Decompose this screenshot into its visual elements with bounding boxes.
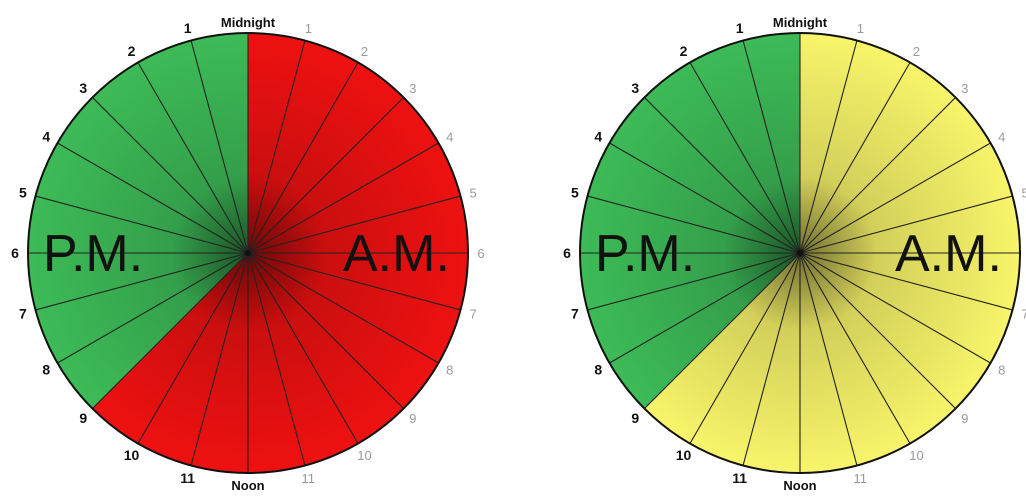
hour-spoke (644, 97, 801, 254)
hour-spoke (247, 252, 404, 409)
hour-spoke (137, 252, 249, 444)
hour-spoke (247, 142, 439, 254)
hour-spoke (799, 142, 991, 254)
am-hour-label: 8 (446, 363, 453, 378)
hour-spoke (247, 252, 306, 466)
am-hour-label: 7 (469, 306, 476, 321)
clock-diagram-1: 12345678910111234567891011MidnightNoonA.… (11, 15, 485, 493)
am-hour-label: 3 (409, 81, 416, 96)
pm-hour-label: 9 (631, 410, 639, 426)
hour-spoke (35, 195, 249, 254)
pm-hour-label: 7 (571, 305, 579, 321)
pm-hour-label: 11 (180, 470, 195, 486)
pm-hour-label: 4 (594, 129, 602, 145)
hour-spoke (247, 252, 461, 311)
am-hour-label: 7 (1021, 306, 1026, 321)
pm-hour-label: 2 (680, 43, 688, 59)
center-hub (797, 250, 803, 256)
hour-spoke (799, 195, 1013, 254)
pm-hour-label: 10 (676, 447, 692, 463)
pm-hour-label: 8 (594, 362, 602, 378)
am-hour-label: 1 (857, 21, 864, 36)
pm-hour-label: 4 (42, 129, 50, 145)
pm-hour-label: 9 (79, 410, 87, 426)
pm-hour-label: 1 (736, 20, 744, 36)
am-hour-label: 11 (302, 471, 316, 486)
am-hour-label: 10 (909, 448, 923, 463)
am-hour-label: 5 (1021, 186, 1026, 201)
am-hour-label: 11 (854, 471, 868, 486)
hour-spoke (247, 195, 461, 254)
am-hour-label: 2 (361, 44, 368, 59)
hour-spoke (247, 40, 306, 254)
hour-spoke (799, 252, 991, 364)
hour-spoke (92, 97, 249, 254)
hour-spoke (644, 252, 801, 409)
hour-spoke (92, 252, 249, 409)
hour-spoke (587, 252, 801, 311)
clock-diagram-2: 12345678910111234567891011MidnightNoonA.… (563, 15, 1026, 493)
am-hour-label: 6 (477, 246, 484, 261)
am-hour-label: 1 (305, 21, 312, 36)
pm-hour-label: 1 (184, 20, 192, 36)
pm-hour-label: 2 (128, 43, 136, 59)
hour-spoke (609, 142, 801, 254)
clock-outline (27, 32, 469, 474)
hour-spoke (799, 97, 956, 254)
am-hour-label: 10 (357, 448, 371, 463)
midnight-label: Midnight (773, 15, 828, 30)
hour-spoke (190, 252, 249, 466)
hour-spoke (799, 62, 911, 254)
am-hour-label: 2 (913, 44, 920, 59)
pm-label: P.M. (43, 225, 143, 283)
pm-hour-label: 5 (571, 185, 579, 201)
pm-hour-label: 8 (42, 362, 50, 378)
am-label: A.M. (343, 225, 450, 283)
hour-spoke (57, 252, 249, 364)
midnight-label: Midnight (221, 15, 276, 30)
hour-spoke (35, 252, 249, 311)
am-hour-label: 9 (409, 411, 416, 426)
hour-spoke (587, 195, 801, 254)
am-hour-label: 3 (961, 81, 968, 96)
am-hour-label: 4 (446, 130, 453, 145)
pm-hour-label: 5 (19, 185, 27, 201)
am-hour-label: 9 (961, 411, 968, 426)
hour-spoke (247, 252, 359, 444)
pm-hour-label: 3 (79, 80, 87, 96)
center-hub (245, 250, 251, 256)
pm-hour-label: 7 (19, 305, 27, 321)
pm-label: P.M. (595, 225, 695, 283)
hour-spoke (799, 252, 1013, 311)
pm-hour-label: 6 (563, 245, 571, 261)
noon-label: Noon (231, 478, 264, 493)
hour-spoke (799, 252, 858, 466)
hour-spoke (742, 40, 801, 254)
noon-label: Noon (783, 478, 816, 493)
hour-spoke (247, 97, 404, 254)
pm-hour-label: 6 (11, 245, 19, 261)
hour-spoke (742, 252, 801, 466)
pm-hour-label: 3 (631, 80, 639, 96)
am-hour-label: 4 (998, 130, 1005, 145)
hour-spoke (799, 252, 911, 444)
hour-spoke (689, 252, 801, 444)
pm-hour-label: 10 (124, 447, 140, 463)
hour-spoke (609, 252, 801, 364)
am-label: A.M. (895, 225, 1002, 283)
hour-spoke (137, 62, 249, 254)
am-hour-label: 5 (469, 186, 476, 201)
hour-spoke (799, 252, 956, 409)
hour-spoke (799, 40, 858, 254)
pm-hour-label: 11 (732, 470, 747, 486)
am-hour-label: 8 (998, 363, 1005, 378)
hour-spoke (57, 142, 249, 254)
clock-outline (579, 32, 1021, 474)
hour-spoke (190, 40, 249, 254)
hour-spoke (247, 62, 359, 254)
hour-spoke (689, 62, 801, 254)
hour-spoke (247, 252, 439, 364)
